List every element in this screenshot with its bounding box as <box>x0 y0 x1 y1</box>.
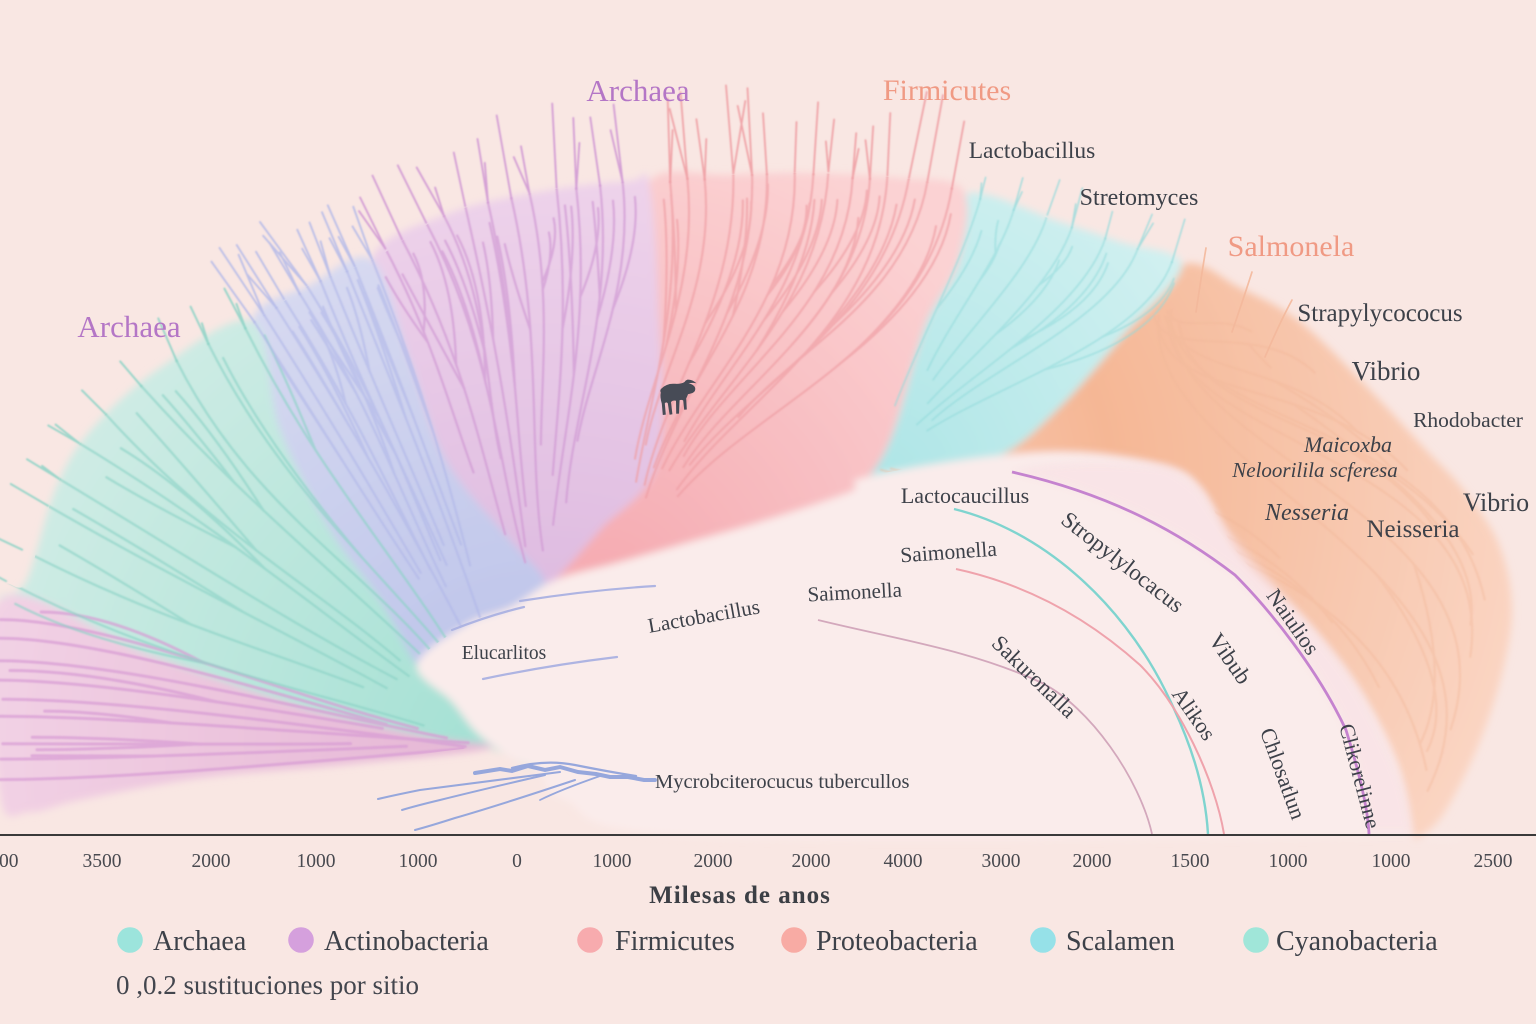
svg-text:2000: 2000 <box>792 851 831 872</box>
svg-text:1000: 1000 <box>1269 851 1308 872</box>
svg-text:1000: 1000 <box>593 851 632 872</box>
svg-text:0 ,0.2 sustituciones por sitio: 0 ,0.2 sustituciones por sitio <box>116 970 419 1000</box>
svg-text:Milesas de anos: Milesas de anos <box>649 882 831 909</box>
svg-text:Archaea: Archaea <box>153 926 247 957</box>
svg-text:Rhodobacter: Rhodobacter <box>1413 408 1523 432</box>
svg-text:1000: 1000 <box>297 851 336 872</box>
svg-text:Saimonella: Saimonella <box>807 578 903 607</box>
svg-text:Elucarlitos: Elucarlitos <box>462 643 546 664</box>
svg-text:Archaea: Archaea <box>77 309 180 344</box>
svg-text:Scalamen: Scalamen <box>1066 926 1175 957</box>
svg-text:1500: 1500 <box>1171 851 1210 872</box>
svg-text:Firmicutes: Firmicutes <box>615 926 735 957</box>
svg-text:Firmicutes: Firmicutes <box>883 74 1011 107</box>
svg-text:4000: 4000 <box>884 851 923 872</box>
svg-text:3000: 3000 <box>982 851 1021 872</box>
svg-text:Cyanobacteria: Cyanobacteria <box>1276 926 1438 957</box>
svg-text:Vibrio: Vibrio <box>1352 356 1421 386</box>
svg-text:Mycrobciterocucus tubercullos: Mycrobciterocucus tubercullos <box>655 771 909 793</box>
svg-text:Proteobacteria: Proteobacteria <box>816 926 978 957</box>
svg-text:Neisseria: Neisseria <box>1366 516 1459 543</box>
svg-text:2000: 2000 <box>1073 851 1112 872</box>
svg-text:Stretomyces: Stretomyces <box>1080 185 1199 211</box>
svg-text:Lactobacillus: Lactobacillus <box>969 138 1096 164</box>
svg-text:4000: 4000 <box>0 851 19 872</box>
svg-text:Actinobacteria: Actinobacteria <box>324 926 489 957</box>
svg-text:Strapylycococus: Strapylycococus <box>1297 300 1462 327</box>
svg-text:Neloorilila scferesa: Neloorilila scferesa <box>1231 458 1397 482</box>
svg-text:0: 0 <box>512 851 522 872</box>
svg-text:1000: 1000 <box>399 851 438 872</box>
svg-text:Nesseria: Nesseria <box>1264 500 1349 526</box>
svg-text:3500: 3500 <box>83 851 122 872</box>
svg-text:2500: 2500 <box>1474 851 1513 872</box>
svg-text:Salmonela: Salmonela <box>1228 230 1355 263</box>
svg-text:2000: 2000 <box>694 851 733 872</box>
svg-text:1000: 1000 <box>1372 851 1411 872</box>
svg-text:Vibrio: Vibrio <box>1463 488 1529 517</box>
svg-text:Maicoxba: Maicoxba <box>1303 432 1392 457</box>
svg-text:2000: 2000 <box>192 851 231 872</box>
svg-text:Lactocaucillus: Lactocaucillus <box>901 483 1029 508</box>
svg-text:Archaea: Archaea <box>586 73 689 108</box>
